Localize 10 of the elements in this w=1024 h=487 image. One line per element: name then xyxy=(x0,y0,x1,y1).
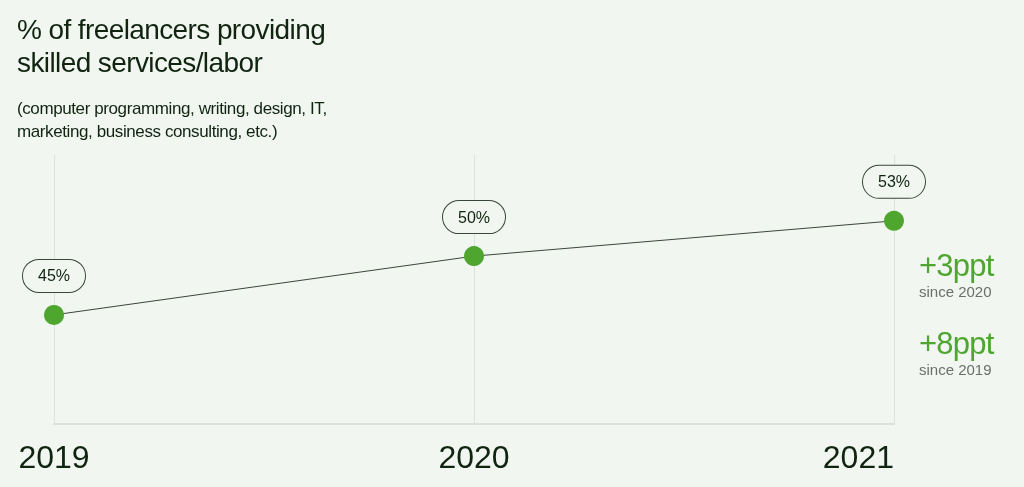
x-tick-label: 2021 xyxy=(822,439,894,475)
text: +8ppt since 2019 xyxy=(919,326,994,380)
x-tick-label: 2019 xyxy=(18,439,90,475)
chart-subtitle: (computer programming, writing, design, IT, marketing, business consulting, etc.) xyxy=(17,98,328,143)
annotation: +3ppt since 2020 xyxy=(919,248,994,302)
data-label: 50% xyxy=(457,208,491,226)
data-label: 53% xyxy=(877,173,911,191)
chart-title: % of freelancers providing skilled services/labor xyxy=(17,13,327,79)
data-label: 45% xyxy=(37,267,71,285)
x-tick-label: 2020 xyxy=(438,439,510,475)
